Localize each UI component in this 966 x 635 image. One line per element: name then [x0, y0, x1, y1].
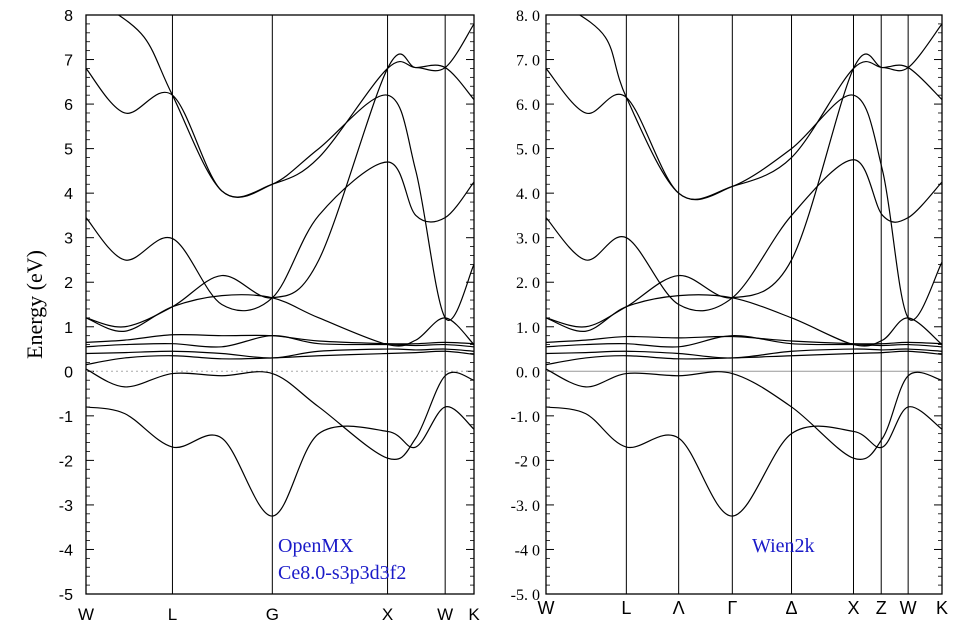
- kpoint-label: L: [621, 598, 631, 618]
- band-line: [117, 15, 474, 198]
- kpoint-label: Γ: [727, 598, 737, 618]
- y-tick-label: -4 0: [515, 542, 540, 559]
- y-tick-label: 8. 0: [516, 8, 540, 25]
- band-line: [546, 350, 942, 366]
- y-tick-label: -1: [59, 409, 73, 426]
- y-tick-label: 1: [64, 320, 73, 337]
- y-tick-label: -2 0: [515, 453, 540, 470]
- y-tick-label: 6. 0: [516, 97, 540, 114]
- kpoint-label: W: [538, 598, 555, 618]
- kpoint-label: Λ: [673, 598, 685, 618]
- bands-group: [86, 15, 474, 517]
- band-line: [546, 294, 942, 347]
- band-line: [86, 350, 474, 366]
- kpoint-label: L: [168, 605, 177, 624]
- band-line: [546, 348, 942, 359]
- y-tick-label: 7. 0: [516, 53, 540, 70]
- y-tick-label: -1. 0: [511, 409, 540, 426]
- band-line: [578, 15, 942, 200]
- band-line: [546, 53, 942, 328]
- y-tick-label: 3: [64, 231, 73, 248]
- band-line: [546, 68, 942, 321]
- band-line: [86, 68, 474, 321]
- band-line: [86, 333, 474, 345]
- band-line: [86, 335, 474, 348]
- band-line: [546, 368, 942, 460]
- kpoint-label: X: [382, 605, 393, 624]
- plot-frame: [545, 14, 943, 595]
- y-tick-label: -2: [59, 453, 73, 470]
- kpoint-label: W: [437, 605, 453, 624]
- kpoint-label: K: [936, 598, 948, 618]
- band-line: [86, 161, 474, 312]
- y-tick-label: -5: [59, 587, 73, 604]
- y-tick-label: 4: [64, 186, 73, 203]
- y-tick-label: 4. 0: [516, 186, 540, 203]
- kpoint-label: X: [847, 598, 859, 618]
- band-line: [86, 53, 474, 328]
- kpoint-label: W: [78, 605, 94, 624]
- band-line: [86, 348, 474, 359]
- kpoint-label: Z: [876, 598, 887, 618]
- y-axis-label: Energy (eV): [22, 250, 47, 359]
- wien2k-panel: 8. 0 7. 0 6. 0 5. 0 4. 0 3. 0 2. 0 1. 0 0. 0 -1. …: [511, 8, 948, 618]
- y-tick-label: 5. 0: [516, 142, 540, 159]
- method-annotation: Ce8.0-s3p3d3f2: [278, 562, 406, 584]
- kpoint-label: G: [266, 605, 279, 624]
- band-line: [86, 368, 474, 460]
- y-tick-label: 0. 0: [516, 364, 540, 381]
- y-tick-label: 2. 0: [516, 275, 540, 292]
- band-line: [86, 294, 474, 347]
- y-tick-label: -3. 0: [511, 498, 540, 515]
- y-tick-label: -5. 0: [511, 587, 540, 604]
- band-line: [546, 406, 942, 517]
- y-tick-label: 2: [64, 275, 73, 292]
- method-annotation: OpenMX: [278, 535, 354, 557]
- band-line: [86, 406, 474, 517]
- bands-group: [546, 15, 942, 517]
- y-tick-label: 8: [64, 8, 73, 25]
- y-tick-label: 3. 0: [516, 231, 540, 248]
- band-line: [546, 335, 942, 345]
- method-annotation: Wien2k: [752, 535, 815, 557]
- y-tick-label: 1. 0: [516, 320, 540, 337]
- y-tick-label: 6: [64, 97, 73, 114]
- kpoint-label: K: [468, 605, 480, 624]
- y-tick-label: 7: [64, 53, 73, 70]
- kpoint-label: Δ: [786, 598, 798, 618]
- plot-frame: [85, 14, 475, 595]
- y-tick-label: 0: [64, 364, 73, 381]
- kpoint-label: W: [900, 598, 917, 618]
- y-tick-label: -4: [59, 542, 73, 559]
- y-tick-label: -3: [59, 498, 73, 515]
- y-tick-label: 5: [64, 142, 73, 159]
